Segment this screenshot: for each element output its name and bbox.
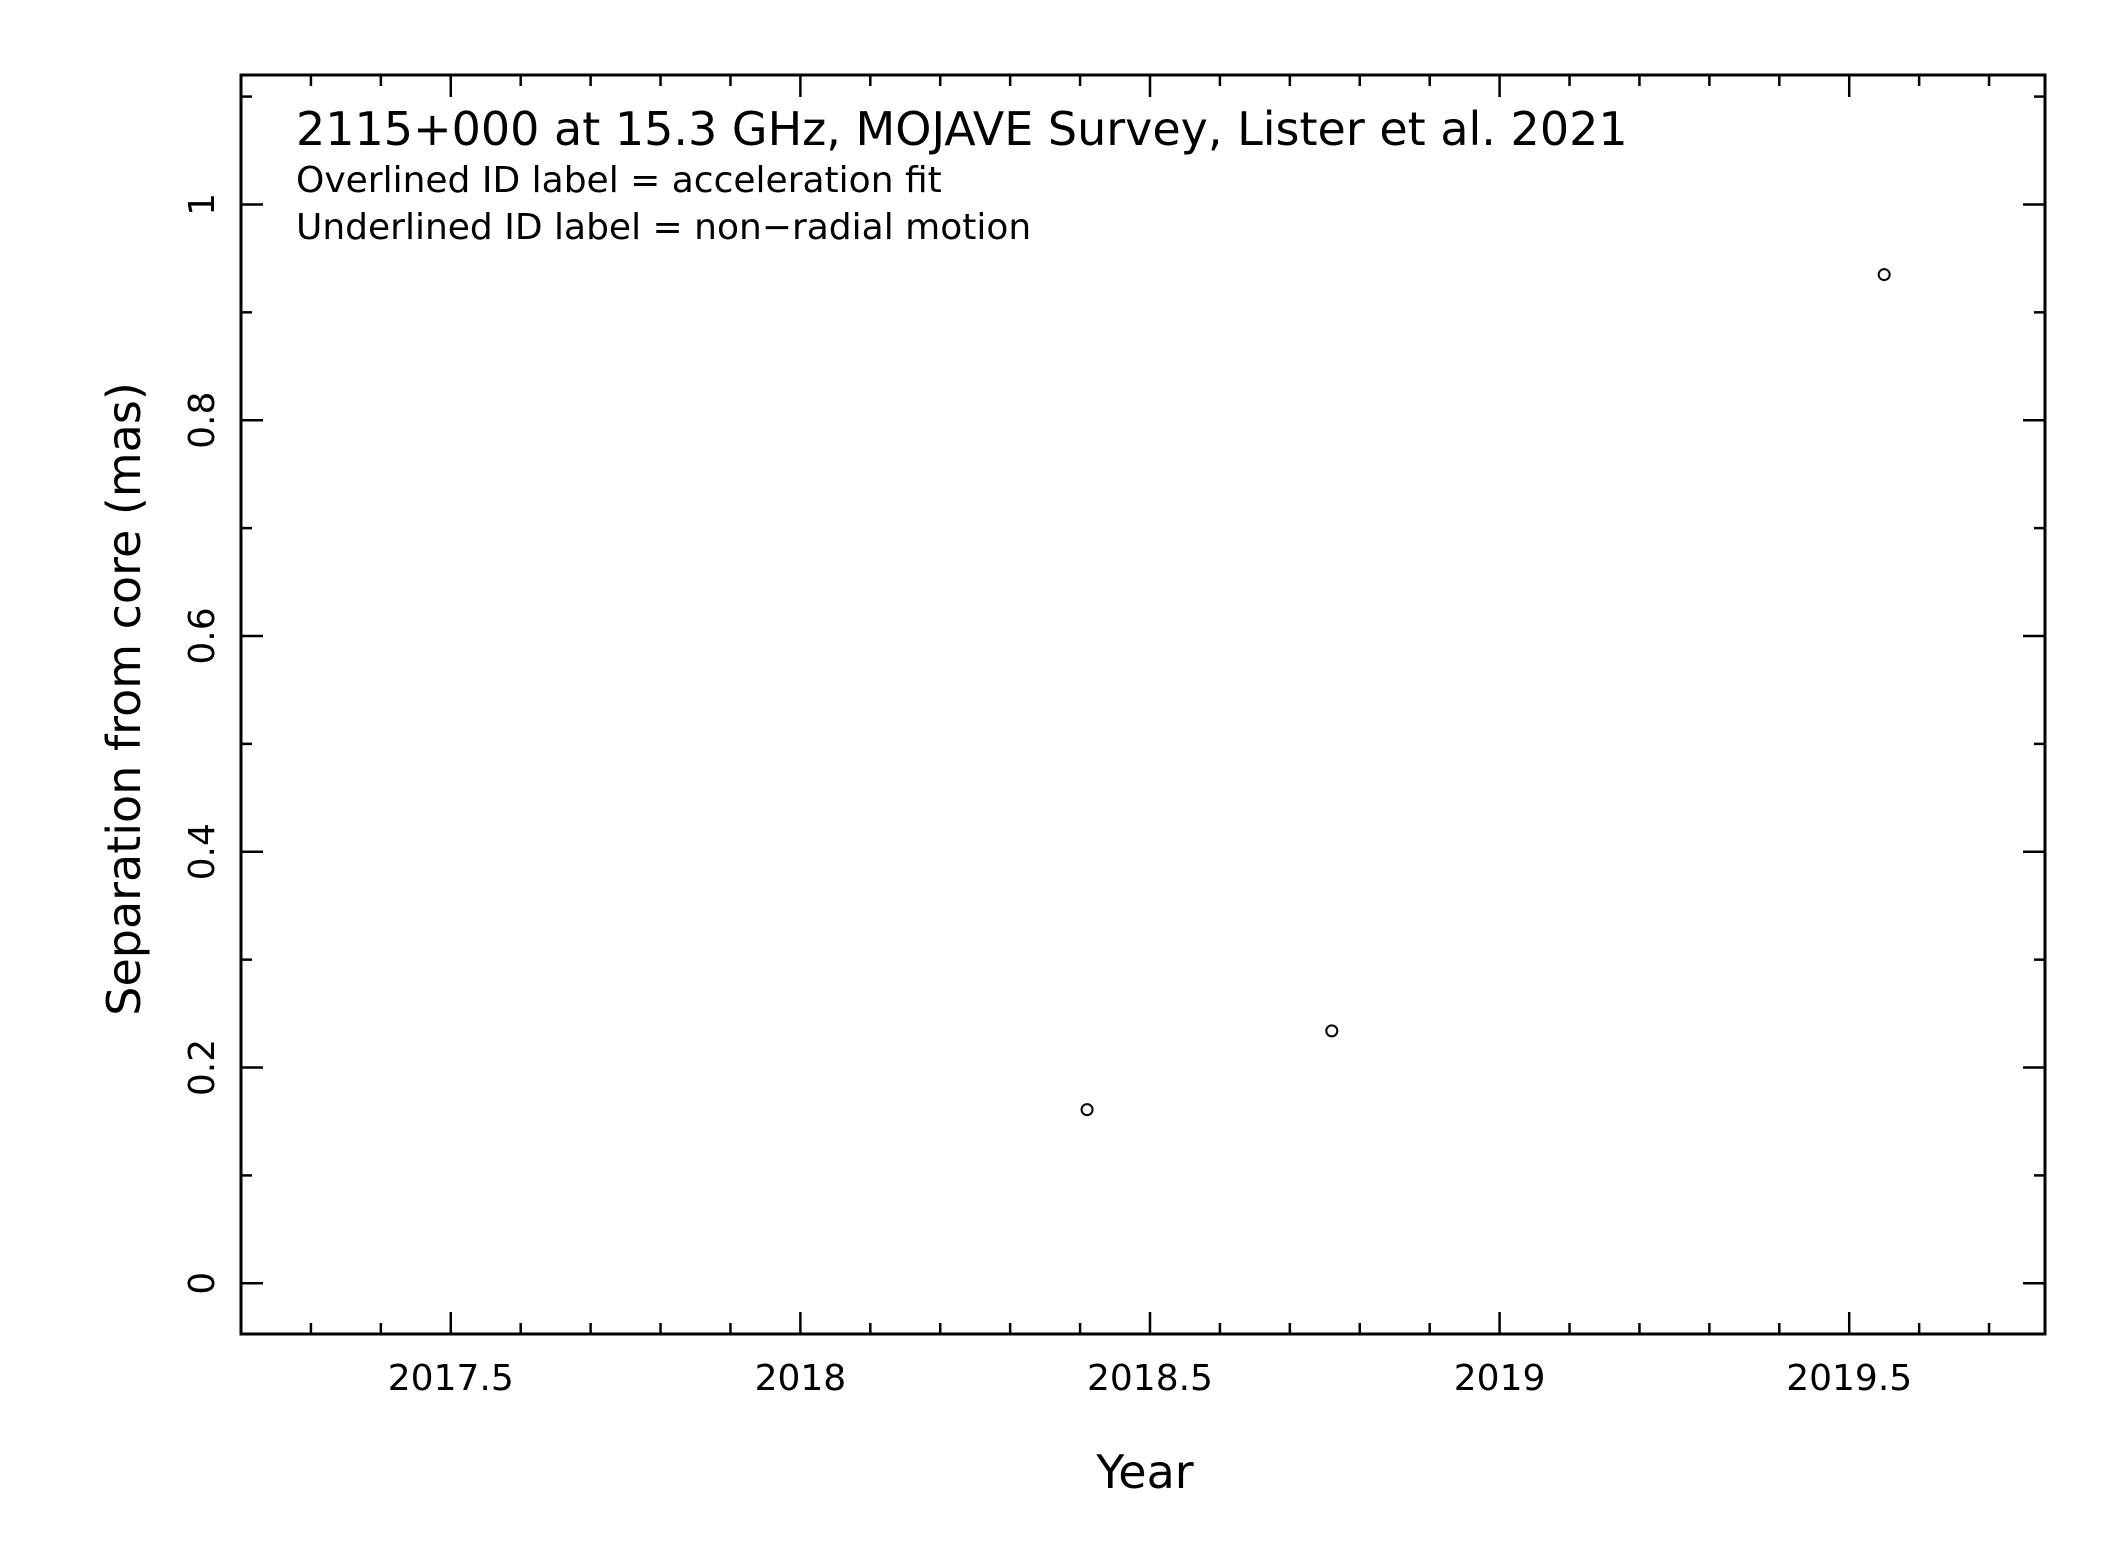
y-axis-label: Separation from core (mas): [97, 382, 151, 1016]
x-tick-label: 2019: [1454, 1358, 1546, 1399]
y-tick-label: 0.2: [182, 1039, 223, 1096]
data-point: [1080, 1103, 1094, 1117]
plot-frame: [239, 73, 2047, 1336]
y-tick-label: 0.6: [182, 607, 223, 664]
data-point: [1325, 1024, 1339, 1038]
axis-tick-labels: 2017.5 2018 2018.5 2019 2019.5 0 0.2 0.4 0.6 0.8 1: [182, 193, 1912, 1399]
data-points: [1080, 268, 1891, 1117]
chart-title: 2115+000 at 15.3 GHz, MOJAVE Survey, Lis…: [296, 102, 1628, 156]
x-axis-label: Year: [1095, 1445, 1193, 1499]
chart-note-overlined: Overlined ID label = acceleration fit: [296, 160, 942, 201]
chart-note-underlined: Underlined ID label = non−radial motion: [296, 207, 1031, 248]
y-tick-label: 0.4: [182, 823, 223, 880]
x-tick-label: 2018: [755, 1358, 847, 1399]
x-tick-label: 2017.5: [388, 1358, 514, 1399]
y-tick-label: 1: [182, 193, 223, 216]
x-tick-label: 2019.5: [1786, 1358, 1912, 1399]
data-point: [1877, 268, 1891, 282]
y-tick-label: 0.8: [182, 392, 223, 449]
x-tick-label: 2018.5: [1087, 1358, 1213, 1399]
axis-ticks: [239, 75, 2045, 1334]
y-tick-label: 0: [182, 1272, 223, 1295]
